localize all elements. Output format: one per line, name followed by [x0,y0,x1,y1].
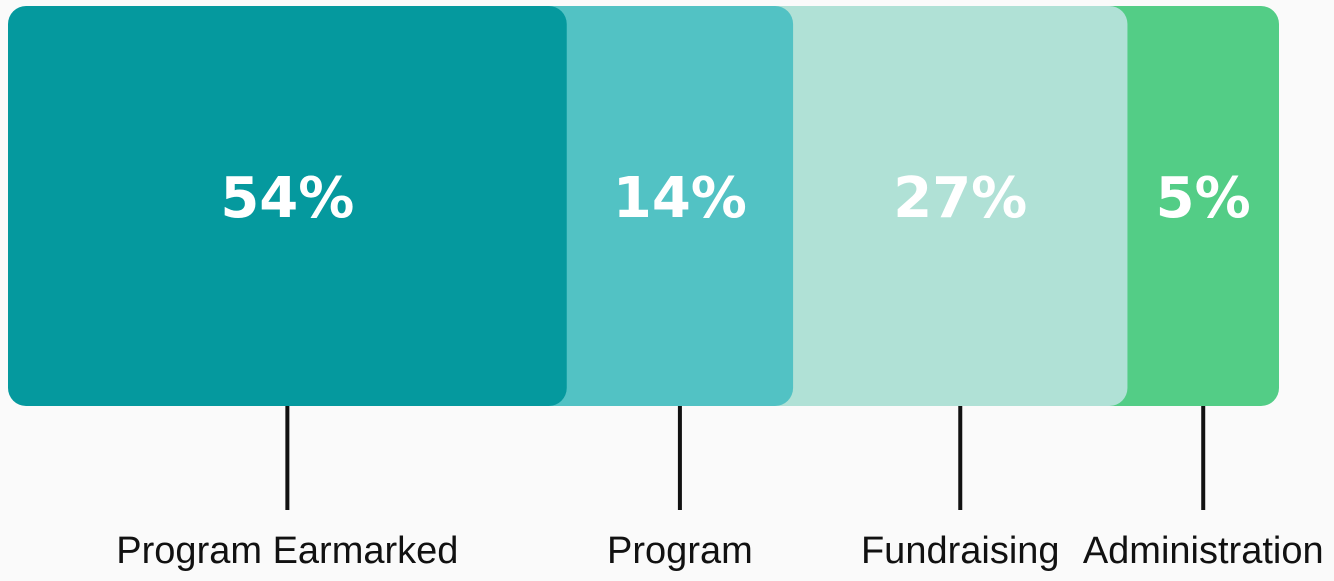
category-label: Program Earmarked [116,530,458,572]
bar-segment [753,6,1128,406]
bar-segment [1087,6,1279,406]
category-label: Fundraising [861,530,1060,572]
category-label: Administration [1083,530,1324,572]
bar-segment [526,6,794,406]
bar-segment [8,6,567,406]
category-label: Program [607,530,753,572]
value-label: 54% [220,166,354,231]
value-label: 14% [613,166,747,231]
value-label: 27% [893,166,1027,231]
value-label: 5% [1156,166,1251,231]
